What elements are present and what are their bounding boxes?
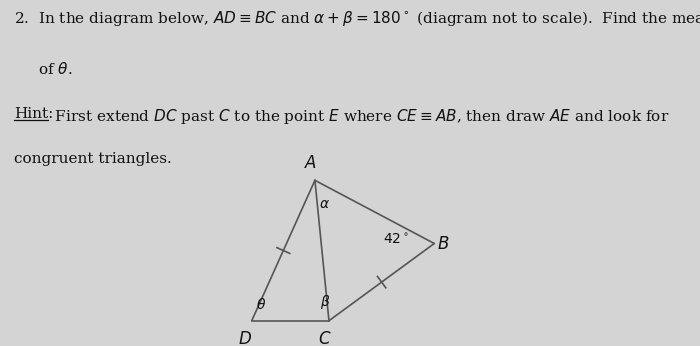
Text: $A$: $A$ (304, 155, 317, 172)
Text: Hint:: Hint: (14, 107, 53, 121)
Text: 2.  In the diagram below, $AD \equiv BC$ and $\alpha + \beta = 180^\circ$ (diagr: 2. In the diagram below, $AD \equiv BC$ … (14, 9, 700, 28)
Text: $42^\circ$: $42^\circ$ (383, 232, 409, 247)
Text: congruent triangles.: congruent triangles. (14, 152, 172, 166)
Text: of $\theta$.: of $\theta$. (38, 61, 73, 76)
Text: $\alpha$: $\alpha$ (319, 197, 330, 211)
Text: $\theta$: $\theta$ (256, 297, 267, 312)
Text: $B$: $B$ (437, 236, 449, 253)
Text: $D$: $D$ (238, 330, 252, 346)
Text: $C$: $C$ (318, 330, 332, 346)
Text: First extend $DC$ past $C$ to the point $E$ where $CE \equiv AB$, then draw $AE$: First extend $DC$ past $C$ to the point … (50, 107, 670, 126)
Text: $\beta$: $\beta$ (319, 293, 330, 311)
